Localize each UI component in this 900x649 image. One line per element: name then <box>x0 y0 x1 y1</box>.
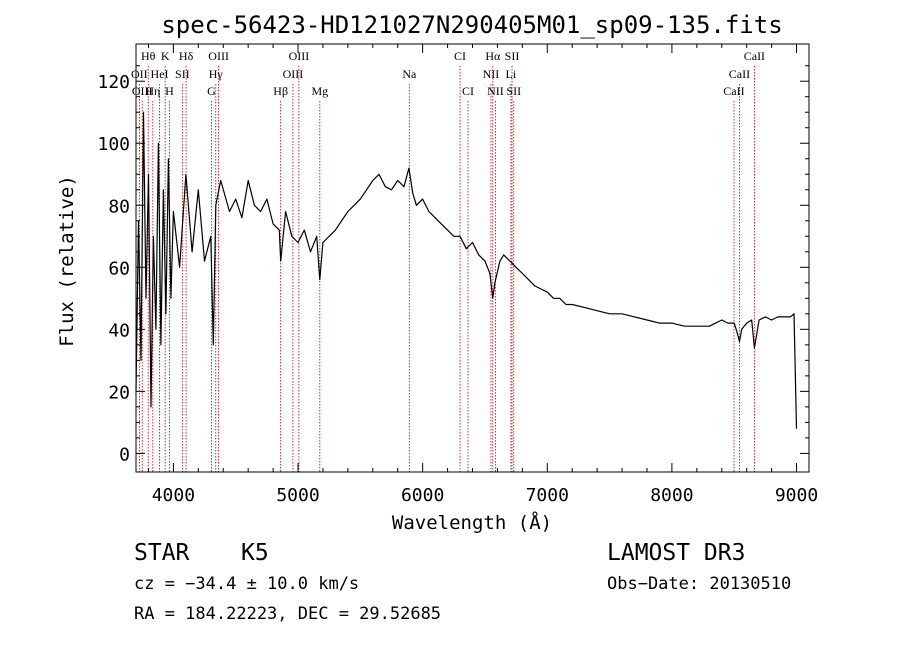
y-tick-label: 20 <box>108 382 130 403</box>
spectral-line-markers <box>138 66 755 472</box>
x-tick-label: 8000 <box>650 485 693 506</box>
spectral-line-label: OIII <box>208 49 229 63</box>
spectral-line-labels: Hθ K Hδ OIII OIII CI Hα SII CaII OII HeI SII Hγ OIII N… <box>131 49 765 98</box>
spectral-line-label: Mg <box>311 84 328 98</box>
spectral-line-label: CaII <box>723 84 744 98</box>
spectral-line-label: Li <box>506 67 517 81</box>
spectral-line-label: Hγ <box>209 67 224 81</box>
spectral-line-label: SII <box>175 67 190 81</box>
survey-text: LAMOST DR3 <box>607 540 745 566</box>
spectral-line-label: Na <box>402 67 417 81</box>
y-tick-label: 120 <box>97 72 130 93</box>
spectral-line-label: CaII <box>744 49 765 63</box>
spectral-line-label: CI <box>454 49 466 63</box>
y-axis-ticks: 0 20 40 60 80 100 120 <box>97 65 809 465</box>
spectral-line-label: H <box>165 84 174 98</box>
redshift-text: cz = −34.4 ± 10.0 km/s <box>134 574 359 594</box>
spectral-line-label: Hδ <box>179 49 194 63</box>
x-tick-label: 5000 <box>276 485 319 506</box>
y-tick-label: 100 <box>97 134 130 155</box>
x-tick-label: 7000 <box>526 485 569 506</box>
spectral-line-label: SII <box>505 49 520 63</box>
spectral-line-label: G <box>207 84 216 98</box>
spectral-line-label: OII <box>131 67 148 81</box>
spectral-line-label: K <box>161 49 170 63</box>
spectral-line-label: Hη <box>145 84 160 98</box>
coordinates-text: RA = 184.22223, DEC = 29.52685 <box>134 604 441 624</box>
obs-date-text: Obs−Date: 20130510 <box>607 574 791 594</box>
spectral-line-label: CI <box>462 84 474 98</box>
spectral-line-label: OIII <box>132 84 153 98</box>
spectral-line-label: Hα <box>485 49 501 63</box>
spectral-line-label: SII <box>506 84 521 98</box>
x-tick-label: 9000 <box>775 485 818 506</box>
spectral-line-label: OIII <box>283 67 304 81</box>
spectral-line-label: Hβ <box>273 84 288 98</box>
subclass-text: K5 <box>241 540 269 566</box>
x-tick-label: 6000 <box>401 485 444 506</box>
object-class-text: STAR <box>134 540 190 566</box>
x-axis-label: Wavelength (Å) <box>392 511 552 534</box>
spectral-line-label: Hθ <box>141 49 156 63</box>
spectral-line-label: OIII <box>289 49 310 63</box>
spectral-line-label: NII <box>487 84 504 98</box>
spectral-line-label: NII <box>483 67 500 81</box>
y-tick-label: 0 <box>119 444 130 465</box>
y-tick-label: 80 <box>108 196 130 217</box>
y-tick-label: 40 <box>108 320 130 341</box>
chart-title: spec-56423-HD121027N290405M01_sp09-135.f… <box>161 11 782 39</box>
spectral-line-label: HeI <box>151 67 169 81</box>
y-tick-label: 60 <box>108 258 130 279</box>
spectrum-series-line <box>135 111 798 429</box>
y-axis-label: Flux (relative) <box>56 175 78 347</box>
spectral-line-label: CaII <box>729 67 750 81</box>
x-axis-ticks: 4000 5000 6000 7000 8000 9000 <box>147 44 818 506</box>
plot-frame <box>135 43 810 473</box>
x-tick-label: 4000 <box>152 485 195 506</box>
